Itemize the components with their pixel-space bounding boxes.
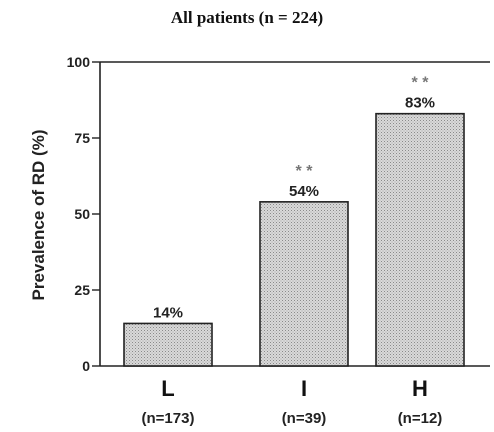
value-label: 83% — [405, 95, 435, 112]
bar-L — [123, 322, 213, 367]
bar-H — [375, 112, 465, 367]
value-label: 54% — [289, 183, 319, 200]
y-tick-label: 25 — [74, 282, 90, 298]
category-label: L — [161, 376, 174, 401]
category-n-label: (n=12) — [398, 410, 443, 427]
bar-I — [259, 201, 349, 367]
significance-marker: * * — [296, 163, 314, 180]
y-tick-label: 100 — [67, 54, 91, 70]
value-label: 14% — [153, 304, 183, 321]
y-tick-label: 50 — [74, 206, 90, 222]
significance-marker: * * — [412, 75, 430, 92]
category-n-label: (n=173) — [142, 410, 195, 427]
category-n-label: (n=39) — [282, 410, 327, 427]
labels: 14% L (n=173) 54% * * I (n=39) 83% * * H (n=12) — [142, 75, 443, 427]
category-label: I — [301, 376, 307, 401]
bars — [123, 112, 465, 367]
chart-title: All patients (n = 224) — [170, 8, 324, 27]
y-tick-label: 0 — [82, 358, 90, 374]
y-tick-label: 75 — [74, 130, 90, 146]
y-axis-label: Prevalence of RD (%) — [29, 130, 48, 301]
category-label: H — [412, 376, 428, 401]
